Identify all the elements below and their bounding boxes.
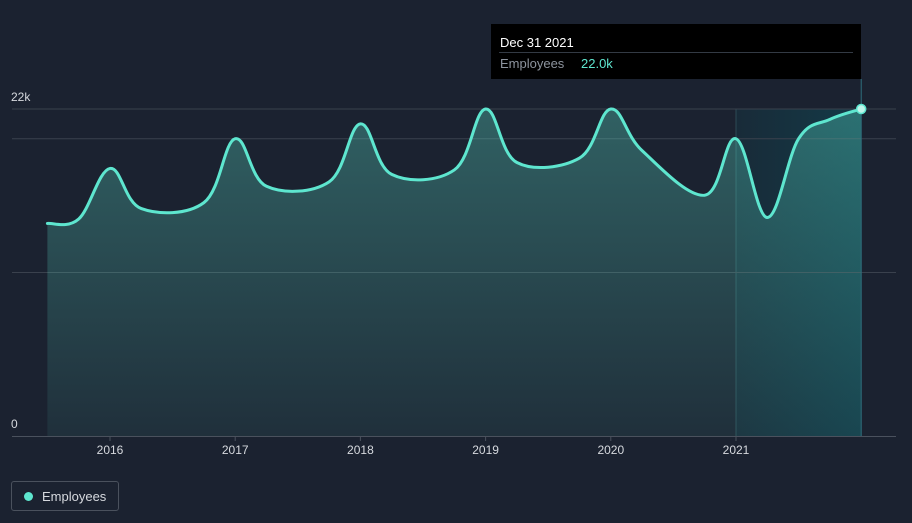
tooltip: Dec 31 2021 Employees 22.0k xyxy=(491,24,861,79)
y-tick-label-0: 0 xyxy=(11,417,18,431)
x-tick-label-2020: 2020 xyxy=(597,443,624,457)
x-tick-label-2019: 2019 xyxy=(472,443,499,457)
legend-employees[interactable]: Employees xyxy=(11,481,120,511)
tooltip-label: Employees xyxy=(500,56,565,71)
series-employees-line xyxy=(45,107,863,227)
x-tick-label-2018: 2018 xyxy=(347,443,374,457)
legend-dot-icon xyxy=(24,491,33,501)
tooltip-date: Dec 31 2021 xyxy=(500,35,574,50)
series-employees-area xyxy=(47,108,862,437)
tooltip-value: 22.0k xyxy=(581,56,613,71)
x-tick-label-2021: 2021 xyxy=(723,443,750,457)
x-tick-label-2016: 2016 xyxy=(97,443,124,457)
x-tick-label-2017: 2017 xyxy=(222,443,249,457)
series-employees-endpoint xyxy=(855,103,867,115)
legend-label: Employees xyxy=(42,488,107,504)
y-tick-label-22k: 22k xyxy=(11,90,31,104)
tooltip-divider xyxy=(499,52,853,53)
